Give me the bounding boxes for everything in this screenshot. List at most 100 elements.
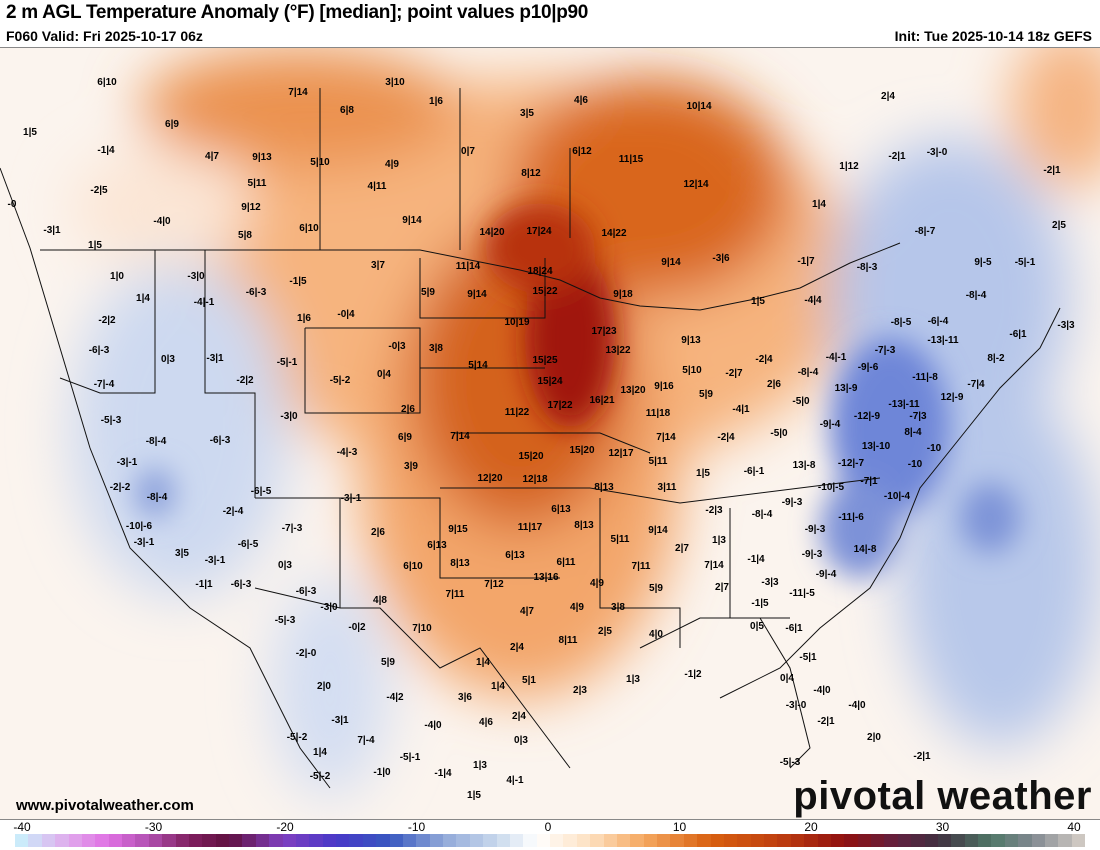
colorbar-swatch — [68, 834, 82, 847]
colorbar-swatch — [336, 834, 350, 847]
colorbar-tick: -20 — [276, 820, 294, 834]
colorbar-swatch — [991, 834, 1005, 847]
point-value: -6|-3 — [88, 345, 110, 356]
point-value: 2|4 — [510, 642, 524, 653]
colorbar-tick: 30 — [935, 820, 950, 834]
point-value: 7|14 — [704, 560, 724, 571]
colorbar-swatch — [376, 834, 390, 847]
colorbar: -40 -30 -20 -10 0 10 20 30 40 — [0, 820, 1100, 850]
point-value: -2|-2 — [109, 482, 131, 493]
point-value: 8|13 — [450, 558, 470, 569]
point-value: 14|-8 — [853, 544, 877, 555]
point-value: 1|3 — [473, 760, 487, 771]
point-value: 6|9 — [398, 432, 412, 443]
point-value: 9|15 — [448, 524, 468, 535]
point-value: 6|13 — [551, 504, 571, 515]
colorbar-swatch — [616, 834, 631, 847]
point-value: -0|3 — [388, 341, 406, 352]
point-value: -7|4 — [967, 379, 985, 390]
point-value: -6|-4 — [927, 316, 949, 327]
point-value: -2|4 — [717, 432, 735, 443]
colorbar-swatch — [897, 834, 912, 847]
point-value: -4|0 — [153, 216, 171, 227]
point-value: -10 — [907, 459, 923, 470]
point-value: 12|17 — [608, 448, 634, 459]
point-value: -2|4 — [755, 354, 773, 365]
point-value: 5|8 — [238, 230, 252, 241]
point-value: -5|1 — [799, 652, 817, 663]
point-value: -3|1 — [43, 225, 61, 236]
point-value: 9|14 — [648, 525, 668, 536]
point-value: -2|5 — [90, 185, 108, 196]
colorbar-swatch — [750, 834, 764, 847]
point-value: -7|-4 — [93, 379, 115, 390]
point-value: 6|11 — [556, 557, 576, 568]
point-value: 13|-9 — [834, 383, 858, 394]
colorbar-swatch — [496, 834, 510, 847]
point-value: 15|22 — [532, 286, 558, 297]
point-value: -2|2 — [236, 375, 254, 386]
point-value: -9|-4 — [815, 569, 837, 580]
colorbar-swatch — [269, 834, 283, 847]
point-value: 9|14 — [661, 257, 681, 268]
point-value: 2|0 — [317, 681, 331, 692]
point-value: 8|12 — [521, 168, 541, 179]
point-value: 13|22 — [605, 345, 631, 356]
point-value: 0|7 — [461, 146, 475, 157]
point-value: -6|1 — [785, 623, 803, 634]
colorbar-swatch — [242, 834, 256, 847]
colorbar-swatch — [576, 834, 591, 847]
point-value: 15|20 — [569, 445, 595, 456]
point-value: 12|20 — [477, 473, 503, 484]
colorbar-swatch — [215, 834, 229, 847]
point-value: -5|-3 — [779, 757, 801, 768]
colorbar-tick: -40 — [13, 820, 31, 834]
point-value: -0|2 — [348, 622, 366, 633]
point-value: 6|13 — [427, 540, 447, 551]
point-value: 16|21 — [589, 395, 615, 406]
colorbar-swatch — [951, 834, 965, 847]
colorbar-swatch — [978, 834, 992, 847]
point-value: 5|10 — [682, 365, 702, 376]
colorbar-swatches — [15, 834, 1085, 847]
point-value: -6|-1 — [743, 466, 765, 477]
point-value: 3|11 — [657, 482, 677, 493]
point-value: 4|0 — [649, 629, 663, 640]
point-value: 6|13 — [505, 550, 525, 561]
colorbar-swatch — [15, 834, 29, 847]
colorbar-swatch — [670, 834, 684, 847]
point-value: 7|11 — [631, 561, 651, 572]
colorbar-swatch — [844, 834, 858, 847]
point-value: 4|9 — [570, 602, 584, 613]
point-value: 13|16 — [533, 572, 559, 583]
point-value: 6|8 — [340, 105, 354, 116]
colorbar-swatch — [41, 834, 56, 847]
point-value: 4|6 — [479, 717, 493, 728]
point-value: -4|-1 — [825, 352, 847, 363]
point-value: 5|11 — [648, 456, 668, 467]
point-value: 0|3 — [514, 735, 528, 746]
point-value: -11|-6 — [838, 512, 864, 523]
valid-time: F060 Valid: Fri 2025-10-17 06z — [6, 28, 203, 44]
colorbar-tick: -10 — [407, 820, 426, 834]
colorbar-swatch — [657, 834, 671, 847]
colorbar-swatch — [737, 834, 751, 847]
point-value: 2|6 — [371, 527, 385, 538]
point-value: 2|7 — [715, 582, 729, 593]
point-value: 2|3 — [573, 685, 587, 696]
colorbar-swatch — [416, 834, 430, 847]
point-value: 13|20 — [620, 385, 646, 396]
point-value: -1|7 — [797, 256, 815, 267]
point-value: 1|12 — [839, 161, 859, 172]
point-value: -5|0 — [770, 428, 788, 439]
point-value: -3|-1 — [204, 555, 226, 566]
point-value: -5|-1 — [276, 357, 298, 368]
colorbar-swatch — [229, 834, 243, 847]
point-value: -3|3 — [1057, 320, 1075, 331]
point-value: -3|1 — [331, 715, 349, 726]
point-value: 4|7 — [520, 606, 534, 617]
point-value: 1|4 — [491, 681, 505, 692]
point-value: -2|3 — [705, 505, 723, 516]
colorbar-swatch — [81, 834, 96, 847]
point-value: -6|1 — [1009, 329, 1027, 340]
